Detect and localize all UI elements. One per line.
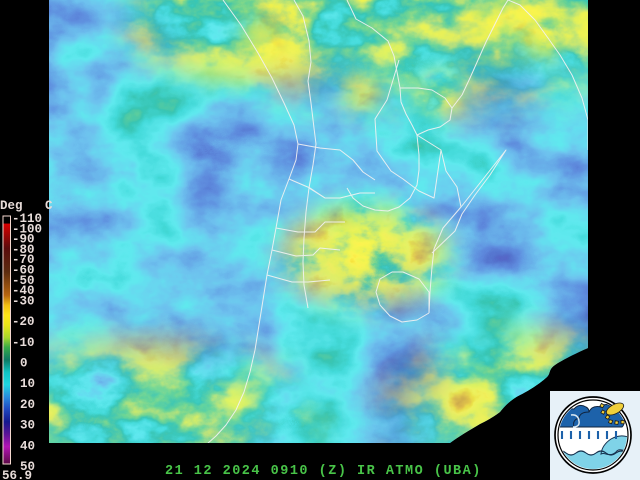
- svg-text:-30: -30: [12, 294, 35, 308]
- svg-text:21 12 2024 0910 (Z) IR ATMO: 21 12 2024 0910 (Z) IR ATMO (UBA): [165, 464, 482, 479]
- svg-text:20: 20: [20, 398, 35, 412]
- svg-text:30: 30: [20, 419, 35, 433]
- svg-text:10: 10: [20, 377, 35, 391]
- svg-text:56.9: 56.9: [2, 469, 32, 480]
- svg-text:Deg C: Deg C: [0, 199, 53, 213]
- svg-text:40: 40: [20, 439, 35, 453]
- svg-text:0: 0: [20, 357, 28, 371]
- svg-text:-10: -10: [12, 336, 35, 350]
- svg-text:-20: -20: [12, 315, 35, 329]
